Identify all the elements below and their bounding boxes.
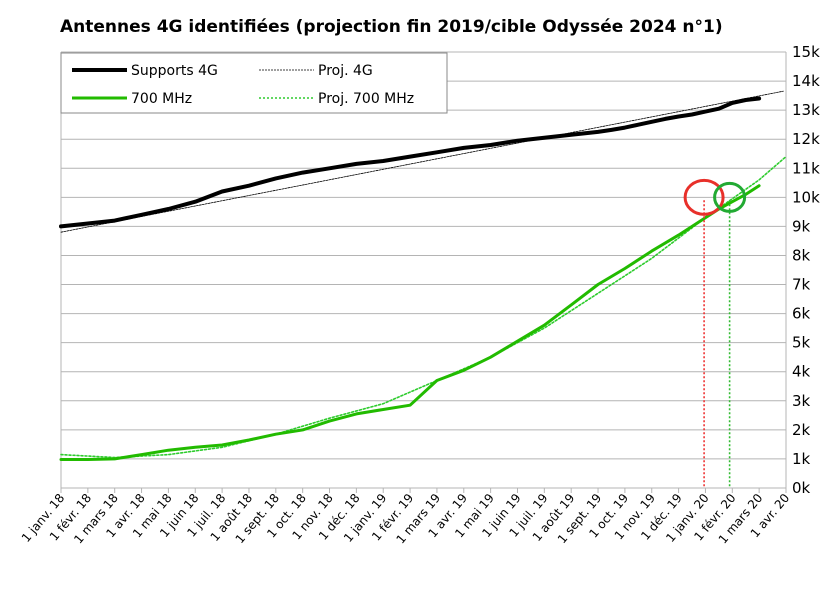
y-tick-label: 4k [792,363,811,381]
legend-box [60,52,448,114]
y-tick-label: 11k [792,159,820,177]
legend-label-700mhz: 700 MHz [131,91,192,107]
y-tick-label: 2k [792,421,811,439]
y-tick-label: 1k [792,450,811,468]
circle-marker-red [683,178,725,216]
series-lines [59,90,787,461]
y-tick-label: 8k [792,246,811,264]
series-line-proj-4g [60,90,784,233]
circle-marker-green [713,181,747,213]
legend-label-proj-700mhz: Proj. 700 MHz [318,91,414,107]
y-tick-label: 5k [792,334,811,352]
y-tick-label: 0k [792,479,811,497]
y-tick-label: 15k [792,43,820,61]
y-tick-label: 14k [792,72,820,90]
y-tick-label: 13k [792,101,820,119]
y-tick-label: 10k [792,188,820,206]
y-tick-label: 6k [792,305,811,323]
y-tick-labels: 0k 1k 2k 3k 4k 5k 6k 7k 8k 9k 10k 11k 12k 13k 14k 15k [792,43,820,497]
series-line-supports-4g [59,96,762,229]
x-tick-labels: 1 janv. 181 févr. 181 mars 181 avr. 181 … [19,491,793,547]
axes [60,52,787,493]
y-tick-label: 7k [792,276,811,294]
y-tick-label: 9k [792,217,811,235]
series-line-proj-700mhz [60,155,787,459]
y-tick-label: 3k [792,392,811,410]
legend-label-supports-4g: Supports 4G [131,63,218,79]
y-tick-label: 12k [792,130,820,148]
legend: Supports 4G Proj. 4G 700 MHz Proj. 700 M… [60,52,448,114]
series-line-700mhz [59,184,761,461]
chart-title: Antennes 4G identifiées (projection fin … [60,17,723,37]
legend-label-proj-4g: Proj. 4G [318,63,373,79]
annotations [683,178,747,488]
